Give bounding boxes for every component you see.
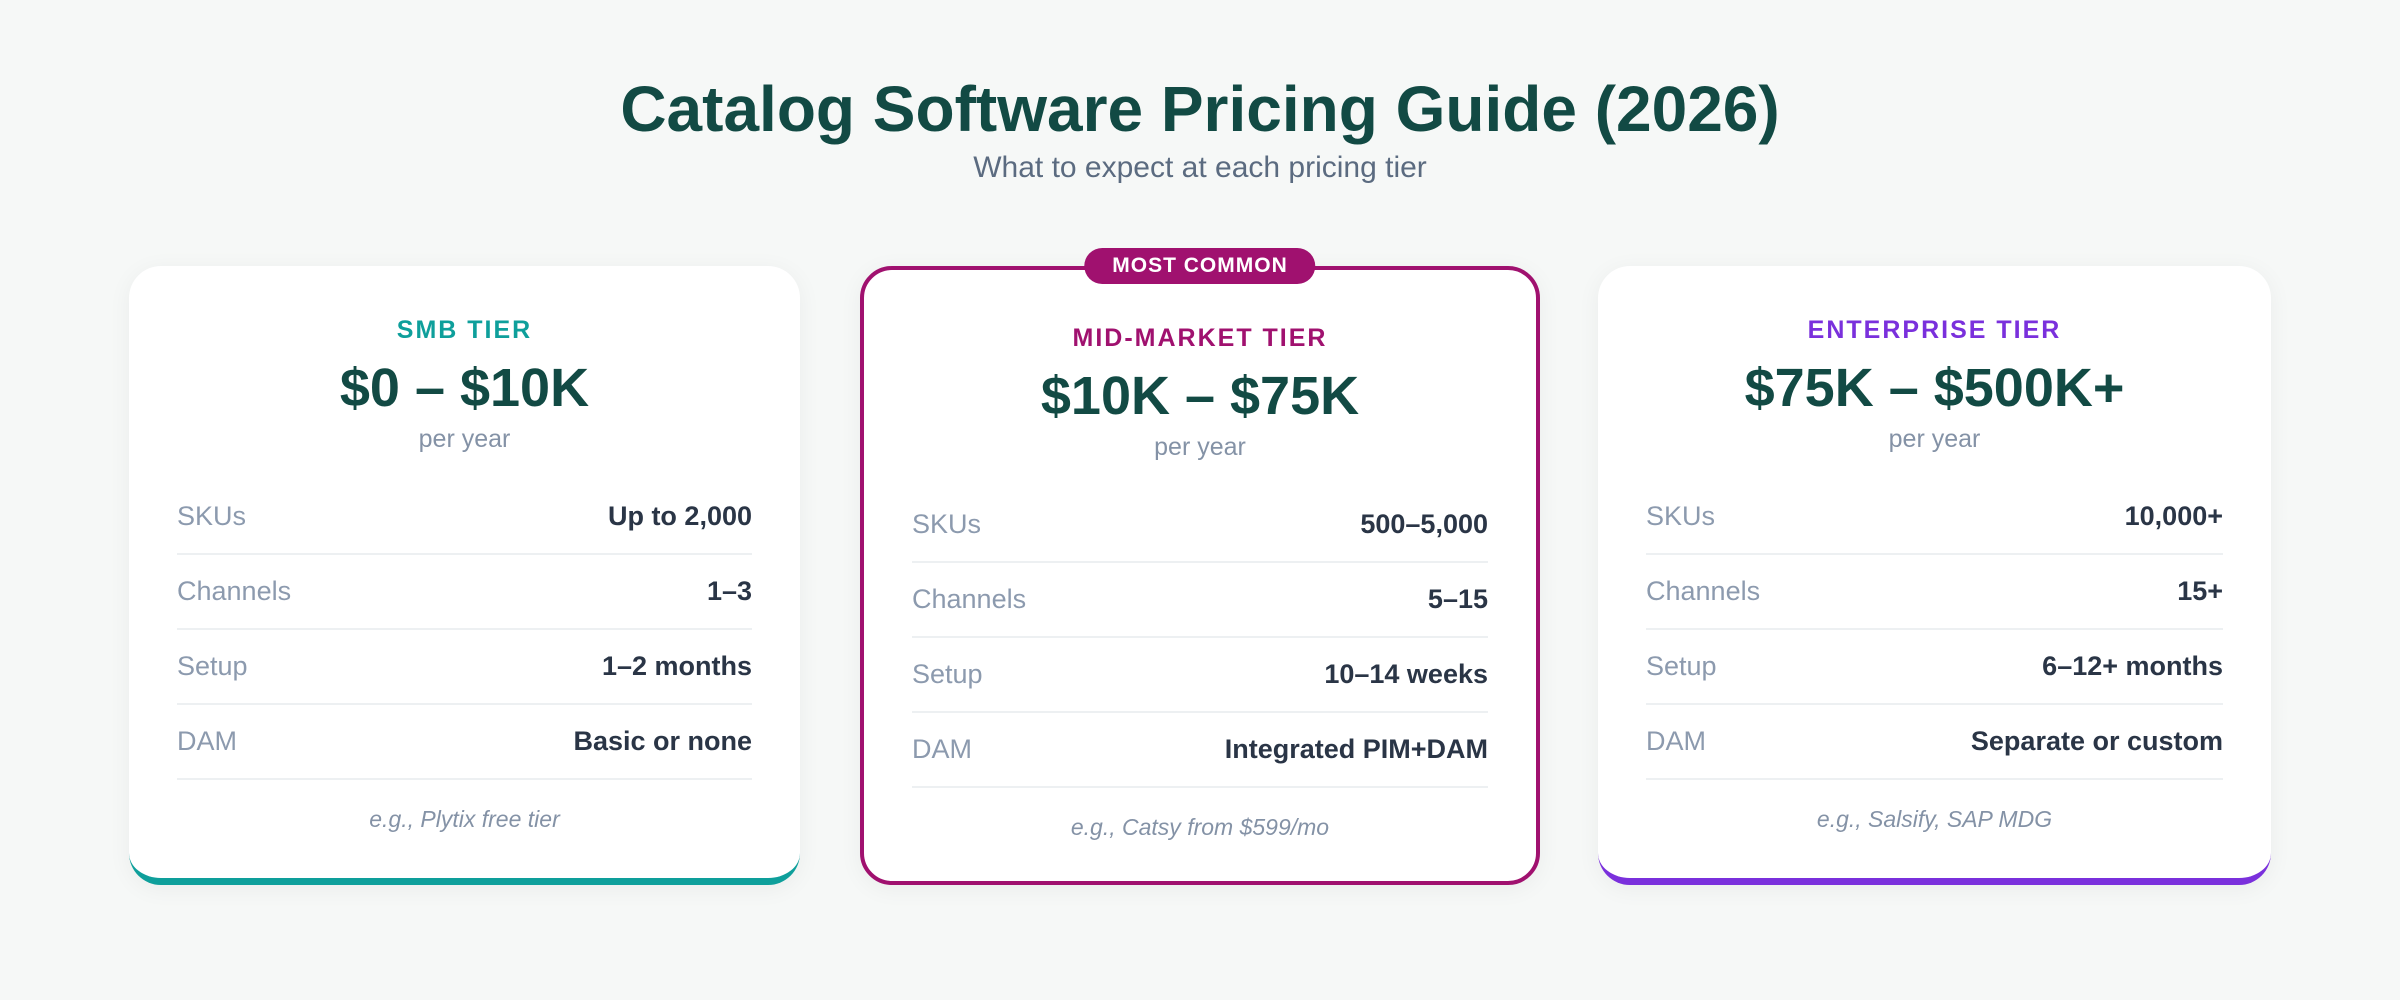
tier-price: $75K – $500K+ — [1744, 358, 2125, 418]
tier-label: SMB TIER — [396, 316, 533, 344]
feature-label: SKUs — [912, 509, 982, 539]
feature-row: SKUs 10,000+ — [1646, 480, 2223, 555]
feature-value: 5–15 — [1427, 584, 1488, 614]
feature-row: SKUs 500–5,000 — [912, 488, 1488, 563]
page-subtitle: What to expect at each pricing tier — [973, 151, 1427, 184]
feature-row: Channels 5–15 — [912, 563, 1488, 638]
feature-list: SKUs 500–5,000 Channels 5–15 Setup 10–14 week… — [912, 488, 1488, 788]
feature-label: Setup — [1646, 651, 1717, 681]
pricing-card: SMB TIER $0 – $10K per year SKUs Up to 2,000… — [129, 266, 800, 885]
feature-row: Channels 15+ — [1646, 555, 2223, 630]
example-note: e.g., Plytix free tier — [369, 806, 560, 832]
feature-value: 10–14 weeks — [1324, 659, 1488, 689]
feature-row: Setup 10–14 weeks — [912, 638, 1488, 713]
feature-value: 500–5,000 — [1360, 509, 1488, 539]
page-title: Catalog Software Pricing Guide (2026) — [620, 73, 1780, 145]
feature-row: Setup 1–2 months — [177, 630, 752, 705]
feature-label: Channels — [177, 576, 292, 606]
tier-period: per year — [1888, 425, 1981, 453]
feature-row: DAM Basic or none — [177, 705, 752, 780]
feature-label: Setup — [177, 651, 248, 681]
feature-list: SKUs Up to 2,000 Channels 1–3 Setup 1–2 month… — [177, 480, 752, 780]
feature-value: Up to 2,000 — [607, 501, 752, 531]
feature-row: SKUs Up to 2,000 — [177, 480, 752, 555]
tier-period: per year — [418, 425, 511, 453]
feature-label: DAM — [912, 734, 972, 764]
feature-value: Separate or custom — [1970, 726, 2223, 756]
example-note: e.g., Salsify, SAP MDG — [1816, 806, 2053, 832]
feature-value: 1–3 — [706, 576, 752, 606]
tier-period: per year — [1154, 433, 1246, 461]
feature-label: DAM — [177, 726, 237, 756]
tier-price: $0 – $10K — [339, 358, 590, 418]
feature-label: Channels — [912, 584, 1027, 614]
feature-value: Basic or none — [573, 726, 752, 756]
pricing-card: ENTERPRISE TIER $75K – $500K+ per year SKUs… — [1598, 266, 2271, 885]
tier-label: MID-MARKET TIER — [1072, 324, 1328, 352]
feature-value: 10,000+ — [2124, 501, 2223, 531]
feature-label: SKUs — [177, 501, 247, 531]
feature-label: Setup — [912, 659, 983, 689]
feature-label: Channels — [1646, 576, 1761, 606]
feature-label: DAM — [1646, 726, 1706, 756]
example-note: e.g., Catsy from $599/mo — [1070, 814, 1330, 840]
feature-value: 6–12+ months — [2042, 651, 2223, 681]
feature-label: SKUs — [1646, 501, 1716, 531]
pricing-card: MOST COMMON MID-MARKET TIER $10K – $75K per… — [860, 248, 1540, 885]
tier-label: ENTERPRISE TIER — [1807, 316, 2062, 344]
feature-row: Channels 1–3 — [177, 555, 752, 630]
feature-row: Setup 6–12+ months — [1646, 630, 2223, 705]
feature-value: 1–2 months — [601, 651, 752, 681]
feature-value: 15+ — [2177, 576, 2223, 606]
feature-row: DAM Separate or custom — [1646, 705, 2223, 780]
tier-price: $10K – $75K — [1040, 366, 1360, 426]
feature-value: Integrated PIM+DAM — [1224, 734, 1488, 764]
feature-row: DAM Integrated PIM+DAM — [912, 713, 1488, 788]
badge: MOST COMMON — [1084, 248, 1316, 284]
feature-list: SKUs 10,000+ Channels 15+ Setup 6–12+ months D… — [1646, 480, 2223, 780]
